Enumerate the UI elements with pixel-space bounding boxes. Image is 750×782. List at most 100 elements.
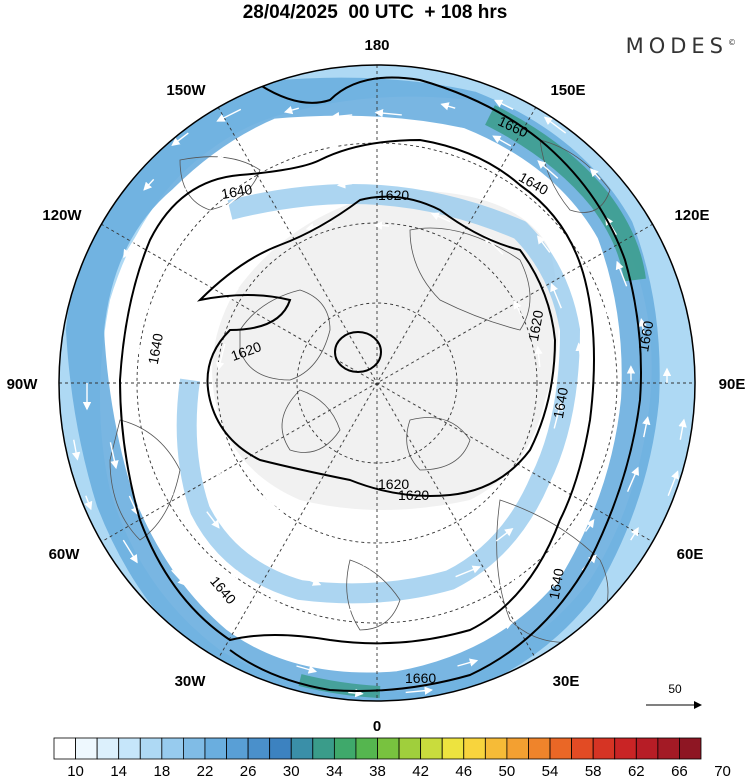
wind-arrow — [309, 530, 330, 541]
wind-arrow — [543, 116, 567, 134]
wind-arrow — [345, 606, 367, 616]
wind-arrow — [283, 106, 299, 115]
colorbar-swatch — [635, 737, 659, 760]
wind-arrow — [495, 527, 514, 542]
wind-arrow — [588, 447, 601, 474]
wind-arrow — [215, 595, 229, 606]
contour-label: 1620 — [525, 309, 546, 343]
wind-arrow — [438, 134, 454, 143]
wind-arrow — [264, 496, 285, 517]
lon-label-60e: 60E — [677, 546, 704, 563]
wind-arrow — [537, 160, 559, 179]
colorbar-label: 62 — [628, 763, 645, 780]
wind-arrow — [229, 287, 239, 301]
colorbar-swatch — [182, 737, 206, 760]
polar-region — [212, 190, 559, 510]
wind-arrow — [150, 410, 159, 426]
wind-arrow — [626, 466, 639, 492]
colorbar-label: 18 — [153, 763, 170, 780]
lon-label-30e: 30E — [553, 673, 580, 690]
wind-arrow — [584, 264, 594, 285]
wind-arrow — [216, 343, 226, 371]
wind-arrow — [295, 573, 322, 586]
wind-arrow — [171, 569, 187, 586]
contour-1620-polar-low — [334, 331, 382, 373]
contour-label: 1640 — [220, 181, 254, 202]
wind-arrow — [438, 167, 464, 180]
colorbar-swatch — [161, 737, 184, 760]
wind-arrow — [296, 665, 318, 674]
colorbar-swatch — [592, 737, 616, 760]
colorbar-swatch — [441, 737, 465, 760]
wind-arrow — [198, 400, 207, 422]
colorbar: 10 14 18 22 26 30 34 38 42 46 50 54 58 62 66 70 — [53, 737, 731, 780]
colorbar-label: 42 — [412, 763, 429, 780]
wind-arrow — [492, 135, 512, 147]
colorbar-swatch — [75, 737, 98, 760]
wind-arrow — [507, 190, 520, 201]
colorbar-label: 22 — [197, 763, 214, 780]
wind-arrow — [123, 234, 139, 259]
contour-1620 — [196, 195, 557, 497]
colorbar-swatch — [398, 737, 422, 760]
wind-arrow — [667, 470, 679, 497]
wind-arrow — [536, 235, 551, 253]
wind-arrow — [219, 197, 238, 211]
lon-label-0: 0 — [373, 718, 381, 735]
colorbar-swatch — [614, 737, 637, 760]
lon-label-150e: 150E — [550, 82, 585, 99]
colorbar-label: 70 — [714, 763, 731, 780]
colorbar-label: 46 — [455, 763, 472, 780]
colorbar-swatch — [53, 737, 76, 760]
wind-arrow — [336, 180, 353, 189]
colorbar-swatch — [377, 737, 400, 760]
wind-arrow — [299, 625, 315, 634]
wind-arrow — [678, 418, 687, 440]
contour-label: 1660 — [405, 670, 436, 686]
lon-label-120w: 120W — [42, 207, 82, 224]
wind-arrow — [122, 539, 138, 564]
wind-arrow — [407, 647, 430, 657]
colorbar-swatch — [333, 737, 357, 760]
wind-arrow — [128, 495, 139, 516]
colorbar-label: 26 — [240, 763, 257, 780]
wind-arrow — [213, 460, 221, 476]
lon-label-180: 180 — [364, 37, 389, 54]
jet-stream-inner — [176, 184, 581, 604]
wind-arrow — [109, 442, 119, 470]
wind-arrow — [363, 561, 379, 570]
brand-name: MODES — [625, 34, 728, 58]
wind-arrow — [498, 621, 514, 630]
wind-arrow — [373, 221, 390, 230]
colorbar-swatch — [290, 737, 314, 760]
reference-vector-label: 50 — [668, 682, 682, 696]
colorbar-swatch — [549, 737, 573, 760]
wind-arrow — [206, 511, 220, 529]
colorbar-label: 66 — [671, 763, 688, 780]
wind-arrow — [589, 168, 601, 180]
map-title: 28/04/2025 00 UTC + 108 hrs — [242, 2, 508, 23]
contour-label: 1660 — [635, 319, 656, 353]
colorbar-swatch — [118, 737, 141, 760]
wind-arrow — [630, 527, 639, 541]
brand-logo: MODES© — [626, 34, 736, 58]
wind-arrow — [518, 467, 528, 481]
wind-arrow — [550, 282, 562, 309]
colorbar-swatch — [355, 737, 378, 760]
wind-arrow — [405, 605, 421, 614]
colorbar-label: 58 — [585, 763, 602, 780]
wind-arrow — [216, 108, 242, 122]
wind-arrow — [330, 111, 353, 121]
lon-label-150w: 150W — [166, 82, 206, 99]
wind-arrow — [638, 318, 647, 334]
wind-arrow — [280, 138, 296, 147]
wind-arrow — [374, 108, 402, 118]
lon-label-90w: 90W — [7, 376, 39, 393]
colorbar-swatch — [247, 737, 271, 760]
wind-arrow — [252, 233, 271, 247]
colorbar-label: 14 — [110, 763, 127, 780]
wind-arrow — [543, 501, 554, 514]
colorbar-label: 30 — [283, 763, 300, 780]
wind-arrow — [259, 589, 279, 601]
